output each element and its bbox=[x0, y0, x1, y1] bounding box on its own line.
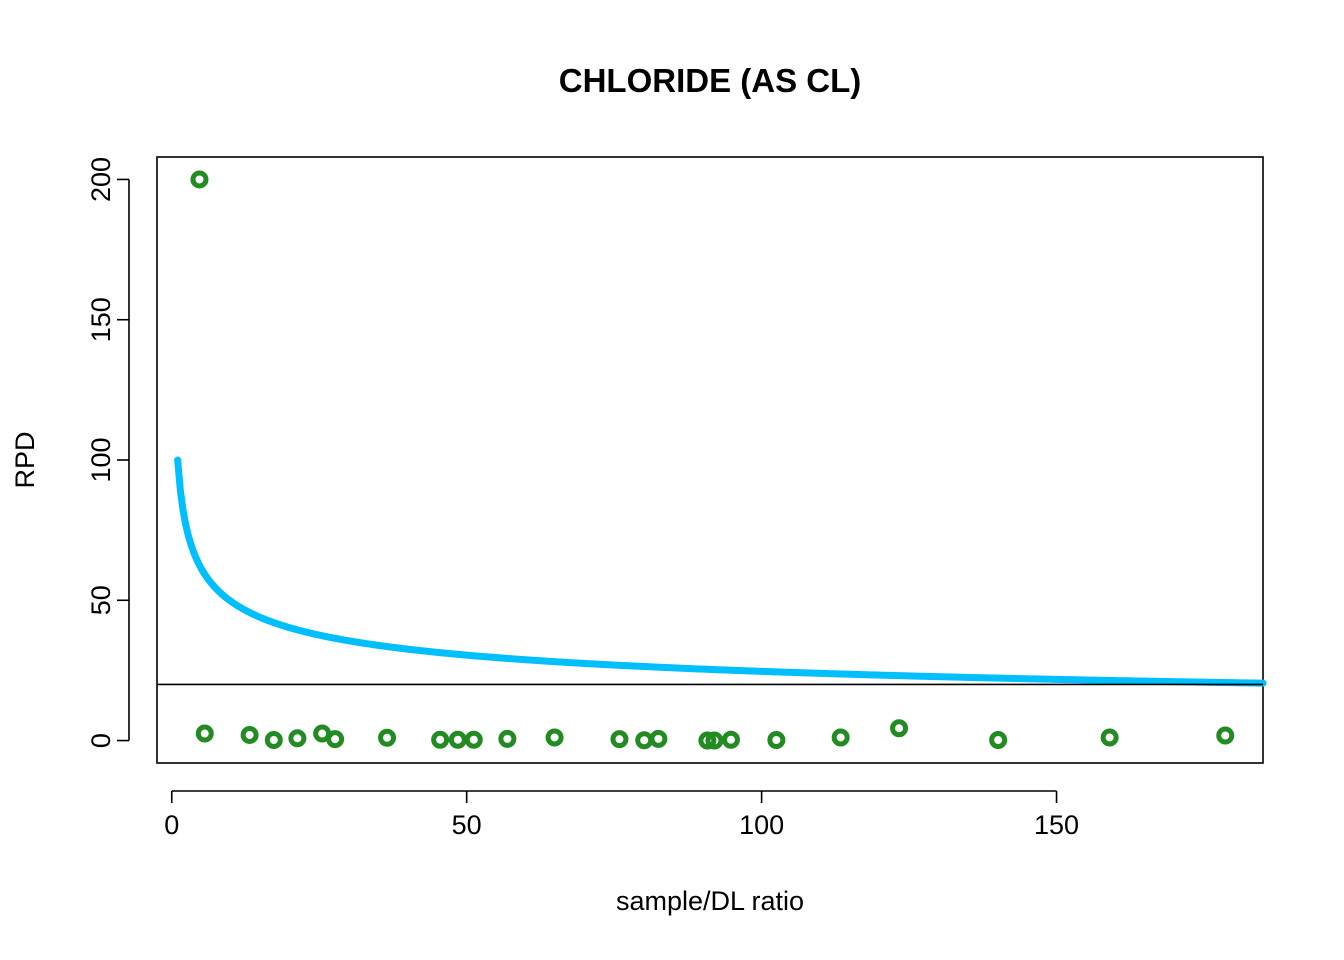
y-tick-label: 150 bbox=[86, 297, 116, 342]
data-point bbox=[288, 729, 307, 748]
data-point bbox=[610, 730, 629, 749]
data-point bbox=[195, 724, 214, 743]
data-point bbox=[1216, 726, 1235, 745]
data-point bbox=[431, 730, 450, 749]
x-tick-label: 50 bbox=[452, 810, 482, 840]
y-axis: 0 50 100 150 200 bbox=[86, 157, 130, 748]
data-point bbox=[1100, 728, 1119, 747]
plot-box bbox=[156, 156, 1264, 764]
x-axis-label: sample/DL ratio bbox=[616, 886, 804, 916]
x-tick-label: 150 bbox=[1034, 810, 1079, 840]
x-tick-label: 100 bbox=[739, 810, 784, 840]
data-point bbox=[545, 728, 564, 747]
y-tick-label: 200 bbox=[86, 157, 116, 202]
data-point bbox=[989, 730, 1008, 749]
data-point bbox=[705, 731, 724, 750]
fitted-curve-layer bbox=[174, 456, 1267, 687]
data-point bbox=[498, 729, 517, 748]
data-point bbox=[448, 730, 467, 749]
data-point bbox=[890, 719, 909, 738]
y-tick-label: 0 bbox=[86, 733, 116, 748]
data-point bbox=[635, 731, 654, 750]
y-tick-label: 50 bbox=[86, 585, 116, 615]
data-point bbox=[190, 170, 209, 189]
data-point bbox=[721, 730, 740, 749]
x-tick-label: 0 bbox=[164, 810, 179, 840]
y-axis-label: RPD bbox=[10, 431, 40, 488]
data-point bbox=[649, 729, 668, 748]
data-point bbox=[264, 730, 283, 749]
y-tick-label: 100 bbox=[86, 437, 116, 482]
data-point bbox=[240, 725, 259, 744]
data-point bbox=[326, 730, 345, 749]
data-point bbox=[698, 731, 717, 750]
chart-title: CHLORIDE (AS CL) bbox=[559, 62, 861, 99]
x-axis: 0 50 100 150 bbox=[164, 790, 1079, 840]
data-point bbox=[831, 728, 850, 747]
data-point bbox=[767, 730, 786, 749]
data-point bbox=[464, 730, 483, 749]
fitted-curve bbox=[174, 456, 1267, 687]
data-points-layer bbox=[190, 170, 1235, 750]
data-point bbox=[378, 728, 397, 747]
